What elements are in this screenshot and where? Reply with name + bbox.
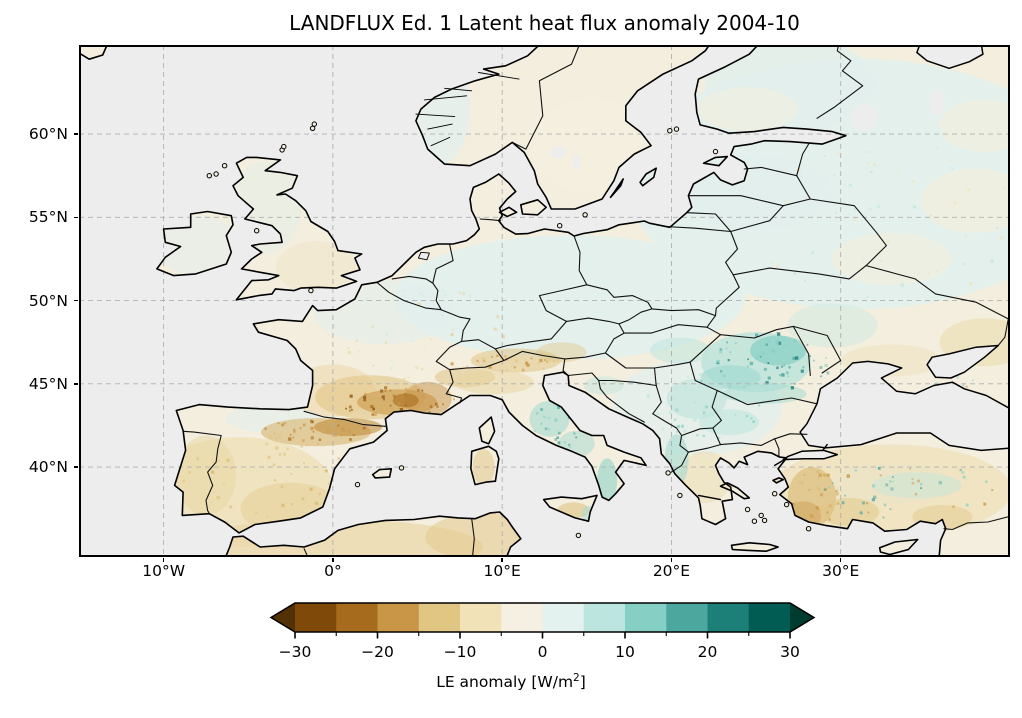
lon-tick-label: 30°E <box>822 562 860 580</box>
colorbar-tick-label: 0 <box>538 643 548 661</box>
colorbar-label: LE anomaly [W/m2] <box>0 672 1022 691</box>
lon-tick-mark <box>501 558 503 562</box>
lat-tick-mark <box>74 466 78 468</box>
colorbar-tick-labels: −30 −20 −10 0 10 20 30 <box>279 643 800 661</box>
colorbar-tick-label: 20 <box>698 643 718 661</box>
colorbar-tick-label: 30 <box>780 643 800 661</box>
country-borders <box>182 45 1010 557</box>
colorbar-tick-label: −20 <box>361 643 394 661</box>
lon-tick-mark <box>162 558 165 562</box>
europe-map <box>79 45 1010 557</box>
lat-tick-label: 55°N <box>28 208 68 227</box>
lon-tick-label: 20°E <box>652 562 691 580</box>
figure-title: LANDFLUX Ed. 1 Latent heat flux anomaly … <box>289 11 800 35</box>
colorbar-ticks <box>294 632 791 639</box>
lon-tick-mark <box>839 558 842 562</box>
lake-ladoga <box>851 103 878 132</box>
plot-frame <box>79 45 1010 557</box>
lat-tick-mark <box>74 133 78 135</box>
map-plot-area <box>79 45 1010 557</box>
lake-vattern <box>573 154 581 171</box>
colorbar-tick-label: −30 <box>279 643 312 661</box>
colorbar-under-arrow <box>271 603 295 632</box>
lat-tick-mark <box>74 383 78 385</box>
colorbar-tick-label: −10 <box>444 643 477 661</box>
lon-tick-label: 10°E <box>483 562 521 580</box>
colorbar-segments <box>271 603 814 632</box>
lat-tick-mark <box>74 216 78 219</box>
lat-tick-mark <box>74 299 78 302</box>
colorbar: −30 −20 −10 0 10 20 30 <box>269 602 816 661</box>
colorbar-label-sup: 2 <box>573 672 580 684</box>
lon-tick-label: 10°W <box>142 562 186 580</box>
colorbar-tick-label: 10 <box>615 643 635 661</box>
lat-tick-label: 45°N <box>28 374 68 393</box>
lon-tick-mark <box>332 558 334 562</box>
lake-vanern <box>550 146 566 159</box>
lat-tick-label: 60°N <box>28 125 68 144</box>
coastlines <box>79 45 1010 557</box>
lat-tick-label: 40°N <box>28 458 68 477</box>
lon-tick-label: 0° <box>324 562 342 580</box>
colorbar-label-suffix: ] <box>579 673 586 692</box>
lon-tick-mark <box>670 558 673 562</box>
lat-tick-label: 50°N <box>28 291 68 310</box>
colorbar-over-arrow <box>790 603 814 632</box>
colorbar-label-prefix: LE anomaly [W/m <box>436 673 574 692</box>
lake-onega <box>929 89 946 116</box>
